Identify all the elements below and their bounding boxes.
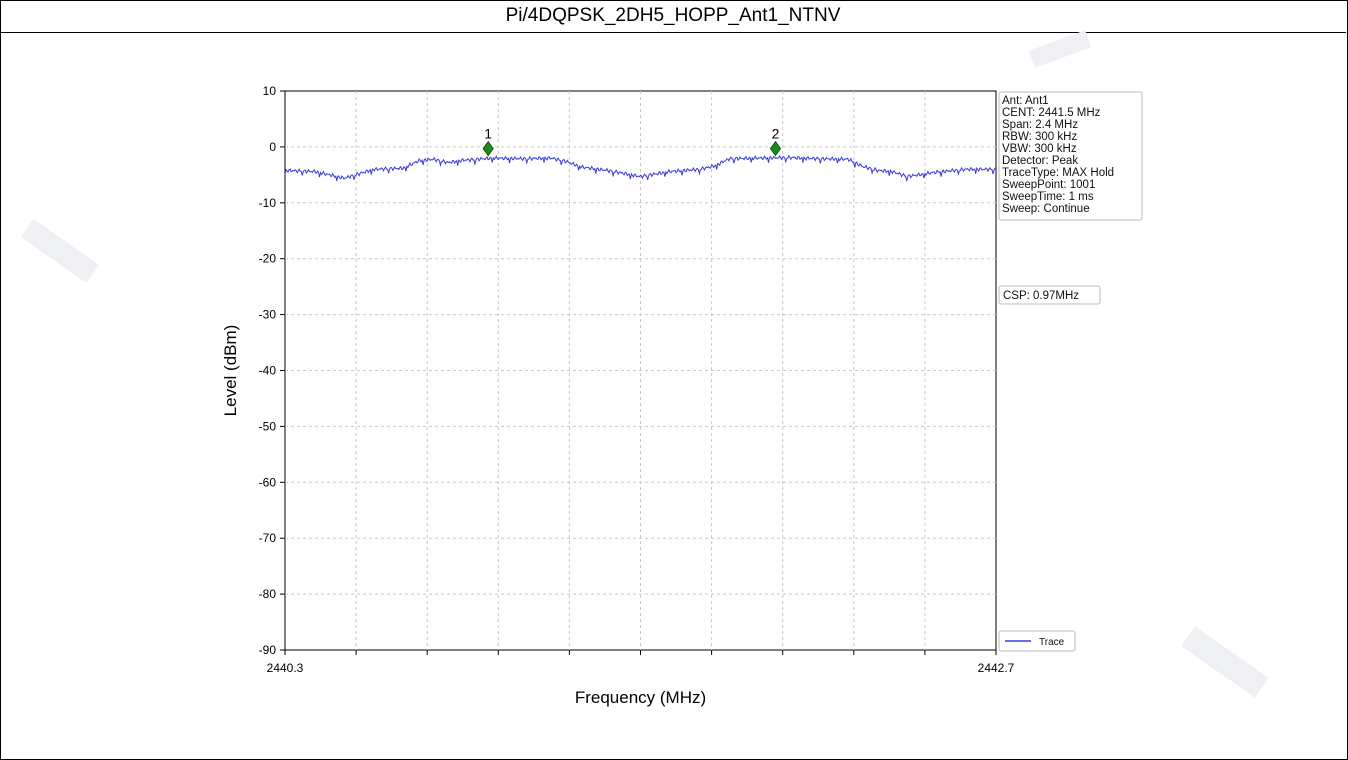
info-line: CENT: 2441.5 MHz — [1002, 107, 1101, 119]
x-axis: 2440.3 2442.7 — [267, 650, 1015, 675]
y-tick-label: -70 — [259, 531, 277, 545]
y-tick-label: -20 — [259, 252, 277, 266]
marker-label: 1 — [484, 126, 492, 142]
info-line: SweepTime: 1 ms — [1002, 191, 1094, 203]
info-line: Detector: Peak — [1002, 155, 1078, 167]
info-line: Span: 2.4 MHz — [1002, 119, 1078, 131]
csp-box-frame — [998, 285, 1101, 305]
info-line: Sweep: Continue — [1002, 203, 1090, 215]
x-tick-label: 2440.3 — [267, 661, 304, 675]
info-box-frame — [998, 91, 1143, 221]
y-tick-label: -30 — [259, 308, 277, 322]
info-line: RBW: 300 kHz — [1002, 131, 1077, 143]
info-line: VBW: 300 kHz — [1002, 143, 1077, 155]
legend-label: Trace — [1039, 637, 1065, 648]
page-title: Pi/4DQPSK_2DH5_HOPP_Ant1_NTNV — [0, 0, 1346, 33]
grid-lines — [285, 91, 996, 650]
info-line: SweepPoint: 1001 — [1002, 179, 1095, 191]
trace-line — [284, 154, 996, 182]
csp-box: CSP: 0.97MHz — [998, 285, 1101, 305]
y-tick-label: -80 — [259, 587, 277, 601]
y-axis: 10 0 -10 -20 -30 -40 -50 -60 -70 -80 -90 — [259, 84, 285, 657]
y-axis-label: Level (dBm) — [221, 325, 240, 417]
x-axis-label: Frequency (MHz) — [575, 688, 706, 707]
marker-label: 2 — [772, 126, 780, 142]
y-tick-label: 0 — [269, 140, 276, 154]
y-tick-label: 10 — [263, 84, 277, 98]
legend-frame — [998, 630, 1076, 652]
y-tick-label: -90 — [259, 643, 277, 657]
y-tick-label: -60 — [259, 475, 277, 489]
marker-diamond — [769, 140, 782, 157]
y-tick-label: -50 — [259, 419, 277, 433]
csp-text: CSP: 0.97MHz — [1003, 290, 1079, 302]
y-tick-label: -40 — [259, 364, 277, 378]
info-line: TraceType: MAX Hold — [1002, 167, 1114, 179]
y-tick-label: -10 — [259, 196, 277, 210]
info-line: Ant: Ant1 — [1002, 95, 1049, 107]
marker-diamond — [482, 140, 494, 157]
legend: Trace — [998, 630, 1076, 652]
x-tick-label: 2442.7 — [978, 661, 1015, 675]
